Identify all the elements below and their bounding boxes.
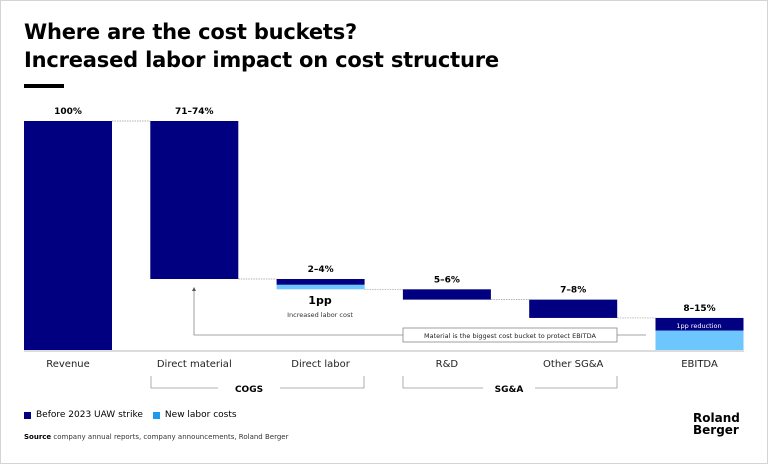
roland-berger-logo: Roland Berger [693,412,740,436]
logo-line-1: Roland [693,411,740,425]
legend-swatch-before [24,411,31,419]
bar-r-d-before-2023-uaw-strike [402,289,491,300]
category-label-revenue: Revenue [46,359,90,370]
value-label-other-sg-a: 7–8% [560,286,586,296]
title-line-2: Increased labor impact on cost structure [24,48,499,72]
legend-item-before: Before 2023 UAW strike [24,410,143,420]
title-line-1: Where are the cost buckets? [24,20,358,44]
category-label-direct-labor: Direct labor [291,359,350,370]
direct-labor-delta-label: 1pp [308,294,332,307]
bar-ebitda-before-2023-uaw-strike [655,317,744,331]
value-label-r-d: 5–6% [434,275,460,285]
value-label-ebitda: 8–15% [683,304,715,314]
logo-line-2: Berger [693,423,739,437]
callout-text: Material is the biggest cost bucket to p… [424,332,596,340]
direct-labor-note: Increased labor cost [287,311,353,319]
callout-box [402,327,618,343]
cogs-label: COGS [235,385,263,395]
bars [24,121,744,350]
bar-direct-labor-before-2023-uaw-strike [276,279,365,285]
cogs-bracket: COGS [150,376,365,395]
ebitda-reduction-label: 1pp reduction [676,322,721,330]
value-labels: 100% 71–74% 2–4% 5–6% 7–8% 8–15% [54,107,716,314]
value-label-revenue: 100% [54,107,82,117]
bar-direct-material-before-2023-uaw-strike [150,121,239,280]
connector-lines [112,120,656,319]
sga-bracket: SG&A [402,376,618,395]
category-label-r-d: R&D [436,359,459,370]
chart-title: Where are the cost buckets? Increased la… [24,18,499,74]
bar-direct-labor-new-labor-costs [276,284,365,290]
legend: Before 2023 UAW strike New labor costs [24,410,237,420]
arrow-head-icon [192,287,196,291]
callout-arrow [192,287,646,336]
source-note: Source company annual reports, company a… [24,433,288,441]
value-label-direct-labor: 2–4% [308,265,334,275]
category-label-ebitda: EBITDA [681,359,718,370]
category-labels: Revenue Direct material Direct labor R&D Oth… [46,359,718,370]
bar-other-sg-a-before-2023-uaw-strike [529,299,618,318]
legend-label-before: Before 2023 UAW strike [36,410,143,420]
legend-item-new-labor: New labor costs [152,410,237,420]
bar-ebitda-new-labor-costs [655,330,744,350]
category-label-other-sg-a: Other SG&A [543,359,603,370]
legend-label-new-labor: New labor costs [164,410,237,420]
title-underline [24,84,64,88]
category-label-direct-material: Direct material [157,359,232,370]
legend-swatch-new-labor [152,411,160,419]
value-label-direct-material: 71–74% [175,107,214,117]
bar-revenue-before-2023-uaw-strike [24,121,112,350]
source-label: Source [24,433,52,441]
source-text: company annual reports, company announce… [51,433,289,441]
sga-label: SG&A [495,385,524,395]
